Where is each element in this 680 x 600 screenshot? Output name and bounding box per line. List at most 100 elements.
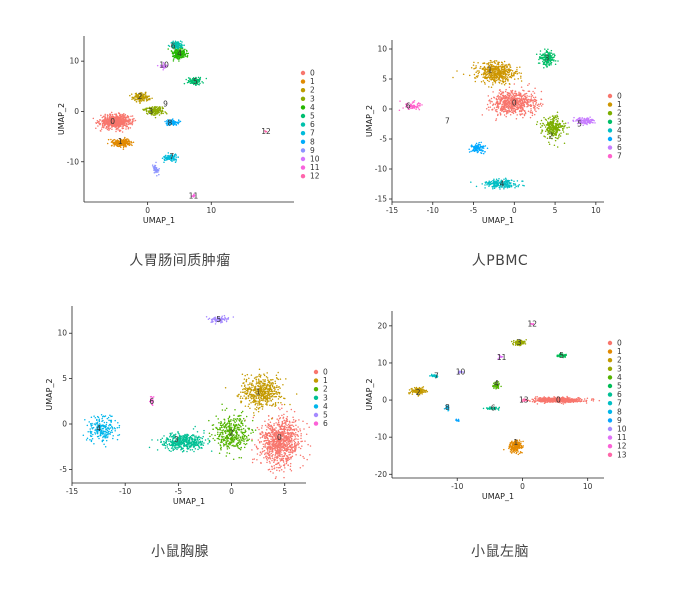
scatter-point bbox=[561, 120, 564, 123]
scatter-point bbox=[292, 416, 294, 419]
scatter-point bbox=[490, 100, 492, 103]
scatter-point bbox=[548, 141, 550, 143]
scatter-point bbox=[496, 100, 498, 102]
scatter-point bbox=[521, 99, 523, 102]
scatter-point bbox=[275, 476, 277, 478]
scatter-point bbox=[304, 440, 306, 442]
scatter-point bbox=[297, 441, 300, 443]
scatter-point bbox=[479, 67, 481, 69]
scatter-point bbox=[124, 124, 127, 126]
scatter-point bbox=[167, 121, 170, 123]
scatter-point bbox=[517, 103, 519, 106]
scatter-point bbox=[278, 464, 281, 466]
cluster-0-points bbox=[481, 83, 544, 122]
scatter-point bbox=[508, 108, 510, 110]
scatter-point bbox=[508, 100, 510, 102]
scatter-point bbox=[470, 181, 472, 183]
scatter-point bbox=[522, 184, 524, 187]
scatter-point bbox=[267, 450, 269, 452]
scatter-point bbox=[151, 164, 154, 166]
scatter-point bbox=[558, 123, 561, 126]
scatter-point bbox=[265, 428, 268, 431]
scatter-point bbox=[581, 117, 584, 119]
scatter-point bbox=[258, 428, 260, 431]
scatter-point bbox=[274, 456, 276, 458]
scatter-point bbox=[580, 119, 583, 121]
scatter-point bbox=[402, 107, 404, 109]
scatter-point bbox=[562, 129, 564, 131]
scatter-point bbox=[539, 57, 542, 60]
scatter-point bbox=[522, 108, 524, 111]
scatter-point bbox=[104, 116, 107, 119]
legend-swatch bbox=[607, 93, 613, 99]
scatter-point bbox=[506, 180, 508, 183]
scatter-point bbox=[415, 108, 417, 110]
scatter-point bbox=[513, 74, 515, 77]
scatter-point bbox=[549, 137, 551, 139]
scatter-point bbox=[496, 101, 498, 104]
x-tick-label: 10 bbox=[206, 206, 216, 215]
scatter-point bbox=[550, 49, 553, 52]
scatter-point bbox=[535, 110, 537, 113]
scatter-point bbox=[280, 468, 283, 471]
scatter-point bbox=[115, 127, 118, 130]
scatter-point bbox=[498, 74, 500, 76]
scatter-point bbox=[268, 419, 270, 421]
scatter-point bbox=[495, 70, 497, 73]
scatter-point bbox=[158, 167, 160, 170]
scatter-point bbox=[548, 52, 551, 55]
scatter-point bbox=[492, 91, 494, 93]
scatter-point bbox=[186, 54, 189, 57]
scatter-point bbox=[553, 60, 555, 62]
legend-entry-label: 8 bbox=[310, 137, 315, 146]
scatter-point bbox=[286, 431, 289, 434]
scatter-point bbox=[281, 403, 283, 406]
scatter-point bbox=[292, 451, 294, 453]
scatter-point bbox=[503, 106, 506, 109]
scatter-point bbox=[486, 183, 488, 186]
scatter-points bbox=[92, 40, 268, 198]
x-tick-label: 0 bbox=[512, 206, 517, 215]
scatter-point bbox=[413, 106, 415, 109]
scatter-point bbox=[169, 157, 172, 160]
scatter-point bbox=[520, 72, 522, 75]
scatter-point bbox=[129, 94, 131, 97]
cluster-label: 2 bbox=[549, 132, 554, 141]
scatter-point bbox=[286, 443, 288, 445]
scatter-point bbox=[110, 124, 112, 126]
scatter-point bbox=[508, 186, 510, 188]
scatter-point bbox=[113, 123, 116, 126]
legend-swatch bbox=[607, 111, 613, 116]
scatter-point bbox=[107, 138, 110, 141]
scatter-point bbox=[289, 451, 292, 453]
scatter-point bbox=[261, 425, 263, 427]
caption-pbmc: 人PBMC bbox=[471, 253, 529, 269]
scatter-point bbox=[554, 115, 556, 117]
scatter-point bbox=[269, 456, 271, 458]
scatter-point bbox=[508, 70, 511, 73]
scatter-point bbox=[497, 95, 499, 98]
scatter-point bbox=[504, 184, 506, 187]
scatter-point bbox=[477, 61, 479, 64]
scatter-point bbox=[523, 184, 525, 187]
cluster-7-points bbox=[161, 152, 179, 163]
scatter-point bbox=[504, 90, 507, 93]
scatter-point bbox=[515, 101, 518, 104]
scatter-point bbox=[174, 49, 177, 52]
scatter-point bbox=[124, 113, 127, 116]
scatter-point bbox=[549, 123, 551, 126]
scatter-point bbox=[489, 71, 491, 73]
scatter-point bbox=[148, 107, 150, 109]
scatter-point bbox=[98, 119, 101, 121]
scatter-point bbox=[269, 427, 272, 430]
scatter-point bbox=[294, 431, 297, 434]
scatter-point bbox=[484, 76, 487, 78]
scatter-point bbox=[488, 75, 490, 77]
scatter-point bbox=[532, 101, 534, 103]
scatter-point bbox=[269, 448, 272, 451]
scatter-point bbox=[493, 96, 495, 98]
scatter-point bbox=[532, 96, 535, 99]
scatter-point bbox=[513, 72, 515, 74]
scatter-point bbox=[503, 60, 506, 63]
scatter-point bbox=[168, 124, 171, 126]
